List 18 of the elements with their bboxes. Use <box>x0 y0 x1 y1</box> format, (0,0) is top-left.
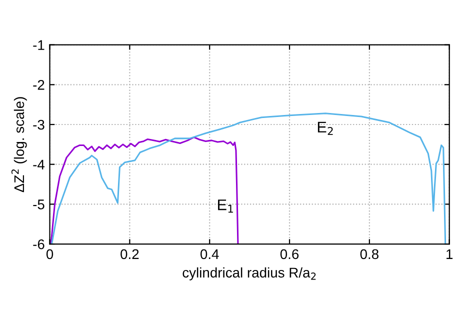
x-tick-label: 0.8 <box>360 249 378 260</box>
x-tick-label: 0.2 <box>120 249 139 260</box>
y-tick-label: -3 <box>33 120 44 130</box>
y-tick-label: -6 <box>33 239 44 250</box>
x-tick-label: 0.4 <box>200 249 219 260</box>
line-series <box>50 136 239 244</box>
x-axis-title: cylindrical radius R/a$_{2}$ <box>182 267 316 280</box>
y-tick-label: -4 <box>33 160 45 170</box>
x-tick-label: 0.6 <box>280 249 299 260</box>
annotation: E$_{1}$ <box>218 200 233 213</box>
annotation: E$_{2}$ <box>318 122 333 135</box>
x-tick-label: 1 <box>446 249 453 259</box>
y-tick-label: -1 <box>33 40 44 50</box>
y-tick-label: -2 <box>33 80 44 90</box>
line-series <box>51 112 446 244</box>
y-tick-label: -5 <box>33 200 44 210</box>
y-axis-title: ΔZ$^{2}$ (log. scale) <box>11 97 27 192</box>
x-tick-label: 0 <box>46 249 54 260</box>
